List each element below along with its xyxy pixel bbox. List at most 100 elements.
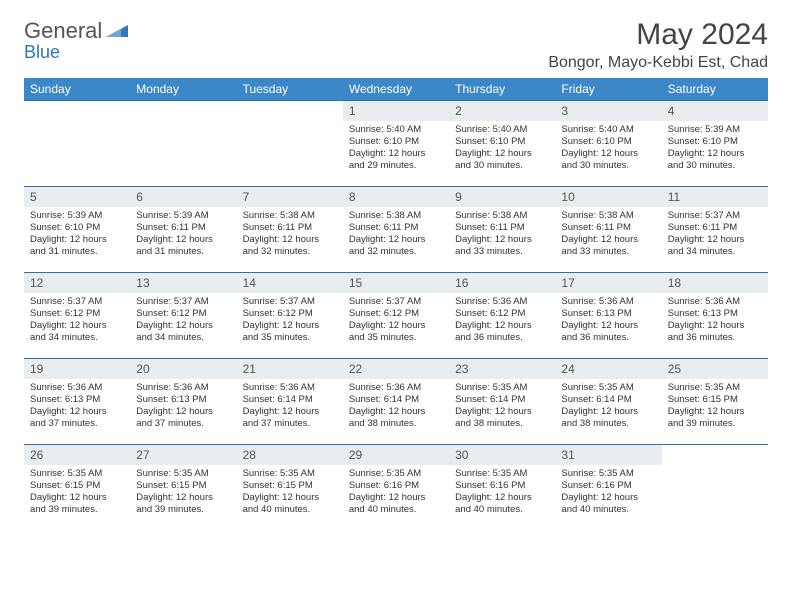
day-details: Sunrise: 5:37 AMSunset: 6:11 PMDaylight:…: [662, 207, 768, 262]
sunset-line: Sunset: 6:13 PM: [136, 394, 230, 406]
calendar-day-cell: 24Sunrise: 5:35 AMSunset: 6:14 PMDayligh…: [555, 359, 661, 445]
weekday-header-row: SundayMondayTuesdayWednesdayThursdayFrid…: [24, 78, 768, 101]
daylight-line: Daylight: 12 hours and 38 minutes.: [561, 406, 655, 430]
logo-text-general: General: [24, 18, 102, 44]
sunset-line: Sunset: 6:13 PM: [30, 394, 124, 406]
day-number: 23: [449, 359, 555, 379]
day-details: Sunrise: 5:38 AMSunset: 6:11 PMDaylight:…: [343, 207, 449, 262]
day-details: Sunrise: 5:38 AMSunset: 6:11 PMDaylight:…: [237, 207, 343, 262]
calendar-day-cell: 10Sunrise: 5:38 AMSunset: 6:11 PMDayligh…: [555, 187, 661, 273]
sunset-line: Sunset: 6:11 PM: [561, 222, 655, 234]
daylight-line: Daylight: 12 hours and 35 minutes.: [243, 320, 337, 344]
calendar-day-cell: 4Sunrise: 5:39 AMSunset: 6:10 PMDaylight…: [662, 101, 768, 187]
daylight-line: Daylight: 12 hours and 35 minutes.: [349, 320, 443, 344]
sunrise-line: Sunrise: 5:37 AM: [243, 296, 337, 308]
day-number: 19: [24, 359, 130, 379]
sunset-line: Sunset: 6:16 PM: [349, 480, 443, 492]
day-details: Sunrise: 5:35 AMSunset: 6:15 PMDaylight:…: [24, 465, 130, 520]
daylight-line: Daylight: 12 hours and 37 minutes.: [136, 406, 230, 430]
day-number: 29: [343, 445, 449, 465]
sunrise-line: Sunrise: 5:38 AM: [455, 210, 549, 222]
daylight-line: Daylight: 12 hours and 40 minutes.: [455, 492, 549, 516]
day-details: Sunrise: 5:36 AMSunset: 6:14 PMDaylight:…: [237, 379, 343, 434]
sunset-line: Sunset: 6:11 PM: [136, 222, 230, 234]
day-number: 17: [555, 273, 661, 293]
calendar-day-cell: 31Sunrise: 5:35 AMSunset: 6:16 PMDayligh…: [555, 445, 661, 531]
daylight-line: Daylight: 12 hours and 32 minutes.: [349, 234, 443, 258]
calendar-week-row: 1Sunrise: 5:40 AMSunset: 6:10 PMDaylight…: [24, 101, 768, 187]
day-number: 7: [237, 187, 343, 207]
sunrise-line: Sunrise: 5:35 AM: [561, 382, 655, 394]
calendar-day-cell: 12Sunrise: 5:37 AMSunset: 6:12 PMDayligh…: [24, 273, 130, 359]
calendar-day-cell: 16Sunrise: 5:36 AMSunset: 6:12 PMDayligh…: [449, 273, 555, 359]
daylight-line: Daylight: 12 hours and 34 minutes.: [30, 320, 124, 344]
day-number: 30: [449, 445, 555, 465]
daylight-line: Daylight: 12 hours and 38 minutes.: [349, 406, 443, 430]
daylight-line: Daylight: 12 hours and 30 minutes.: [561, 148, 655, 172]
calendar-body: 1Sunrise: 5:40 AMSunset: 6:10 PMDaylight…: [24, 101, 768, 531]
sunset-line: Sunset: 6:14 PM: [349, 394, 443, 406]
day-details: Sunrise: 5:35 AMSunset: 6:16 PMDaylight:…: [555, 465, 661, 520]
day-details: Sunrise: 5:35 AMSunset: 6:15 PMDaylight:…: [130, 465, 236, 520]
sunrise-line: Sunrise: 5:40 AM: [455, 124, 549, 136]
sunset-line: Sunset: 6:12 PM: [243, 308, 337, 320]
sunrise-line: Sunrise: 5:38 AM: [561, 210, 655, 222]
day-details: Sunrise: 5:35 AMSunset: 6:14 PMDaylight:…: [555, 379, 661, 434]
day-details: Sunrise: 5:36 AMSunset: 6:13 PMDaylight:…: [24, 379, 130, 434]
sunset-line: Sunset: 6:10 PM: [349, 136, 443, 148]
weekday-header: Wednesday: [343, 78, 449, 101]
day-details: Sunrise: 5:35 AMSunset: 6:16 PMDaylight:…: [343, 465, 449, 520]
daylight-line: Daylight: 12 hours and 36 minutes.: [561, 320, 655, 344]
sunset-line: Sunset: 6:14 PM: [561, 394, 655, 406]
day-number: 4: [662, 101, 768, 121]
sunrise-line: Sunrise: 5:36 AM: [561, 296, 655, 308]
day-details: Sunrise: 5:36 AMSunset: 6:13 PMDaylight:…: [555, 293, 661, 348]
sunrise-line: Sunrise: 5:38 AM: [349, 210, 443, 222]
day-number: 1: [343, 101, 449, 121]
day-number: 11: [662, 187, 768, 207]
sunrise-line: Sunrise: 5:37 AM: [136, 296, 230, 308]
day-number: 10: [555, 187, 661, 207]
sunrise-line: Sunrise: 5:36 AM: [243, 382, 337, 394]
daylight-line: Daylight: 12 hours and 34 minutes.: [668, 234, 762, 258]
sunrise-line: Sunrise: 5:37 AM: [349, 296, 443, 308]
day-number: 21: [237, 359, 343, 379]
calendar-week-row: 26Sunrise: 5:35 AMSunset: 6:15 PMDayligh…: [24, 445, 768, 531]
sunset-line: Sunset: 6:12 PM: [349, 308, 443, 320]
calendar-day-cell: 17Sunrise: 5:36 AMSunset: 6:13 PMDayligh…: [555, 273, 661, 359]
sunrise-line: Sunrise: 5:39 AM: [668, 124, 762, 136]
sunrise-line: Sunrise: 5:37 AM: [30, 296, 124, 308]
calendar-day-cell: 1Sunrise: 5:40 AMSunset: 6:10 PMDaylight…: [343, 101, 449, 187]
day-number: 6: [130, 187, 236, 207]
daylight-line: Daylight: 12 hours and 30 minutes.: [668, 148, 762, 172]
daylight-line: Daylight: 12 hours and 40 minutes.: [349, 492, 443, 516]
daylight-line: Daylight: 12 hours and 40 minutes.: [561, 492, 655, 516]
day-number: 9: [449, 187, 555, 207]
daylight-line: Daylight: 12 hours and 30 minutes.: [455, 148, 549, 172]
sunset-line: Sunset: 6:15 PM: [30, 480, 124, 492]
day-details: Sunrise: 5:36 AMSunset: 6:13 PMDaylight:…: [662, 293, 768, 348]
title-block: May 2024 Bongor, Mayo-Kebbi Est, Chad: [548, 18, 768, 72]
day-details: Sunrise: 5:37 AMSunset: 6:12 PMDaylight:…: [237, 293, 343, 348]
day-details: Sunrise: 5:39 AMSunset: 6:10 PMDaylight:…: [24, 207, 130, 262]
calendar-day-cell: [237, 101, 343, 187]
sunset-line: Sunset: 6:12 PM: [455, 308, 549, 320]
calendar-day-cell: 30Sunrise: 5:35 AMSunset: 6:16 PMDayligh…: [449, 445, 555, 531]
day-number: 31: [555, 445, 661, 465]
calendar-day-cell: 2Sunrise: 5:40 AMSunset: 6:10 PMDaylight…: [449, 101, 555, 187]
daylight-line: Daylight: 12 hours and 37 minutes.: [30, 406, 124, 430]
sunset-line: Sunset: 6:16 PM: [455, 480, 549, 492]
logo: General: [24, 18, 130, 44]
sunrise-line: Sunrise: 5:35 AM: [668, 382, 762, 394]
day-details: Sunrise: 5:40 AMSunset: 6:10 PMDaylight:…: [343, 121, 449, 176]
daylight-line: Daylight: 12 hours and 31 minutes.: [30, 234, 124, 258]
day-number: 16: [449, 273, 555, 293]
day-details: Sunrise: 5:36 AMSunset: 6:12 PMDaylight:…: [449, 293, 555, 348]
calendar-day-cell: 22Sunrise: 5:36 AMSunset: 6:14 PMDayligh…: [343, 359, 449, 445]
sunrise-line: Sunrise: 5:36 AM: [668, 296, 762, 308]
sunrise-line: Sunrise: 5:36 AM: [136, 382, 230, 394]
day-details: Sunrise: 5:37 AMSunset: 6:12 PMDaylight:…: [24, 293, 130, 348]
calendar-day-cell: [130, 101, 236, 187]
sunset-line: Sunset: 6:15 PM: [243, 480, 337, 492]
sunset-line: Sunset: 6:12 PM: [30, 308, 124, 320]
